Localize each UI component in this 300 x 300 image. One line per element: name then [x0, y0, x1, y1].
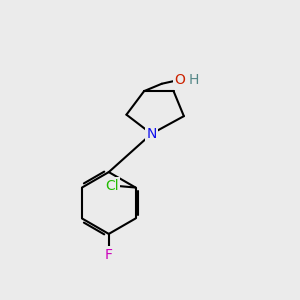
Text: O: O — [175, 73, 185, 87]
Text: H: H — [189, 73, 200, 87]
Text: Cl: Cl — [105, 179, 119, 193]
Text: N: N — [146, 127, 157, 141]
Text: F: F — [105, 248, 113, 262]
